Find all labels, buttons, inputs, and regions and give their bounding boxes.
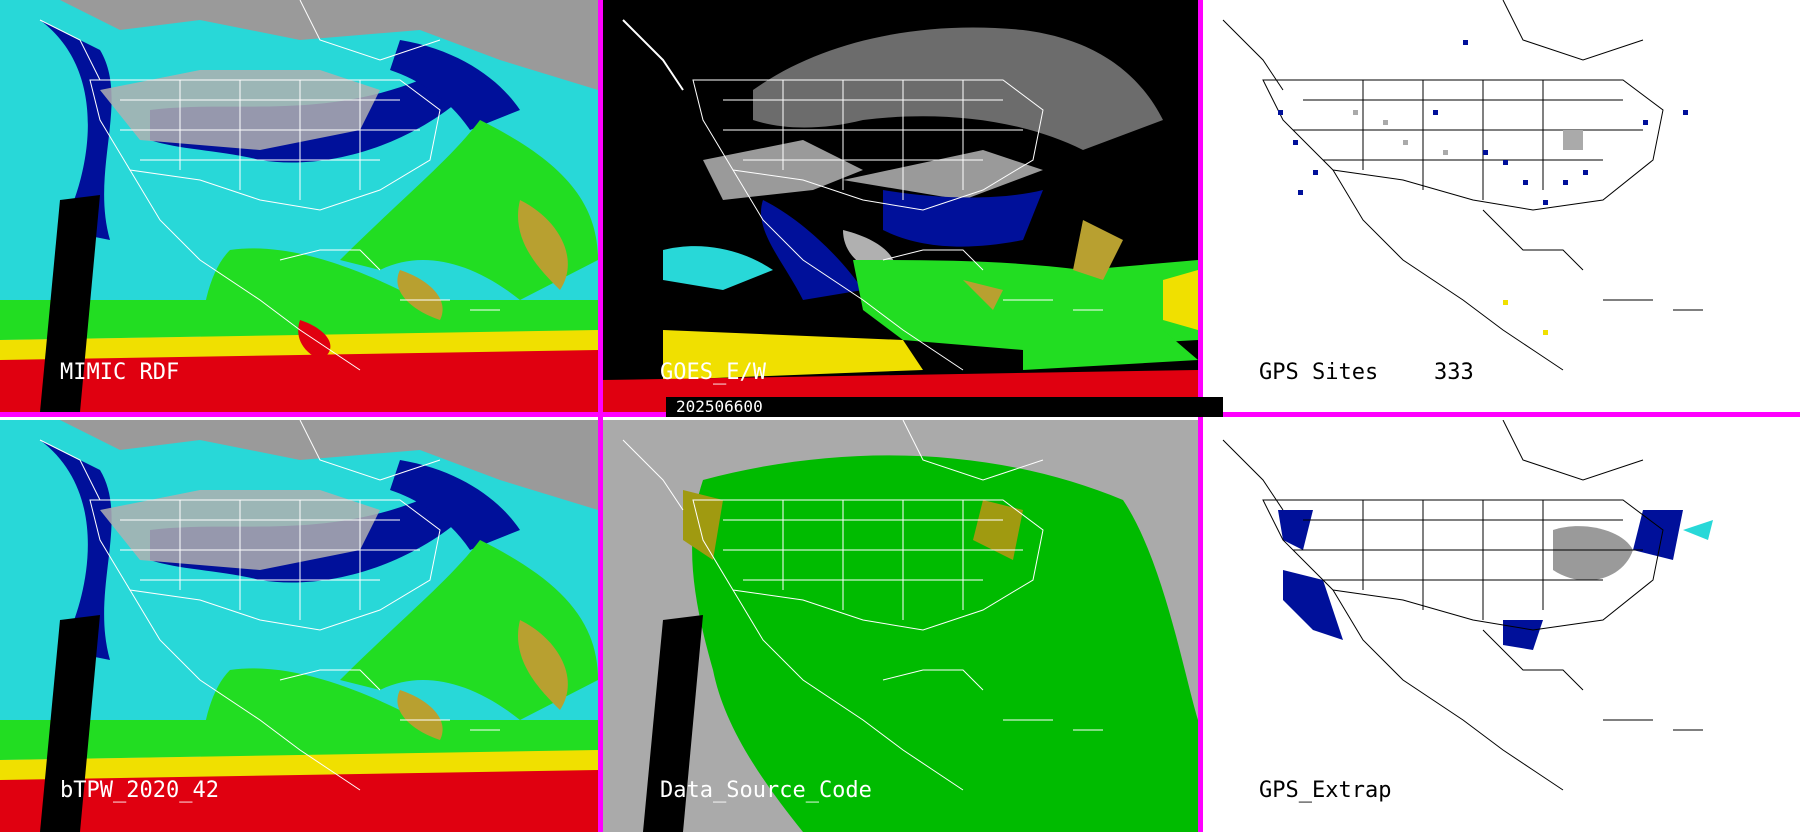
gps-sites-panel: GPS Sites 333 <box>1203 0 1800 412</box>
goes-ew-map <box>603 0 1198 412</box>
btpw-map <box>0 420 598 832</box>
gps-extrap-panel: GPS_Extrap <box>1203 420 1800 832</box>
goes-ew-label: GOES_E/W <box>660 360 766 385</box>
gps-sites-map <box>1203 0 1800 412</box>
mimic-rdf-label: MIMIC RDF <box>60 360 180 385</box>
btpw-label: bTPW_2020_42 <box>60 778 219 803</box>
mimic-rdf-panel: MIMIC RDF <box>0 0 598 412</box>
data-source-panel: Data_Source_Code <box>603 420 1198 832</box>
data-source-map <box>603 420 1198 832</box>
gps-sites-label: GPS Sites <box>1259 360 1379 385</box>
gps-extrap-label: GPS_Extrap <box>1259 778 1392 803</box>
gps-extrap-map <box>1203 420 1800 832</box>
timestamp-text: 202506600 <box>676 397 763 416</box>
goes-ew-panel: GOES_E/W <box>603 0 1198 412</box>
gps-sites-count: 333 <box>1434 360 1474 385</box>
timestamp-bar: 202506600 <box>666 397 1223 417</box>
btpw-panel: bTPW_2020_42 <box>0 420 598 832</box>
mimic-rdf-map <box>0 0 598 412</box>
data-source-label: Data_Source_Code <box>660 778 872 803</box>
